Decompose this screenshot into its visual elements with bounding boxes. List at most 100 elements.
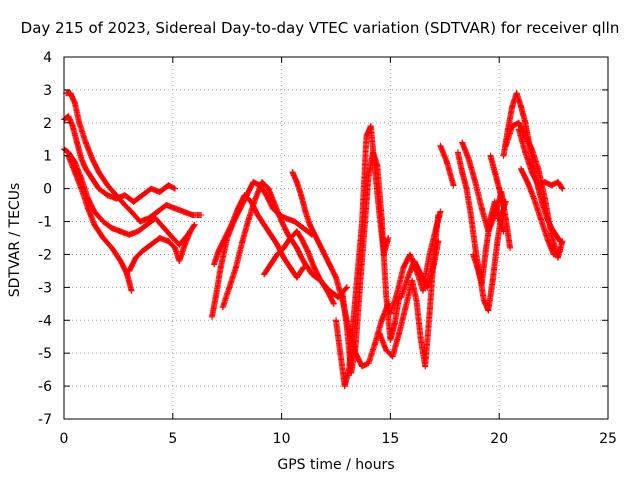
- series-track-14: [387, 208, 444, 317]
- data-point: [417, 337, 424, 344]
- data-point: [300, 258, 307, 265]
- data-point: [215, 248, 222, 255]
- data-point: [289, 169, 296, 176]
- data-point: [515, 126, 522, 133]
- data-point: [383, 290, 390, 297]
- data-point: [472, 244, 479, 251]
- data-point: [459, 169, 466, 176]
- data-point: [259, 179, 266, 186]
- data-point: [161, 225, 168, 232]
- data-point: [298, 192, 305, 199]
- data-point: [398, 294, 405, 301]
- data-point: [232, 264, 239, 271]
- data-point: [406, 251, 413, 258]
- data-point: [417, 271, 424, 278]
- data-point: [393, 290, 400, 297]
- data-point: [489, 277, 496, 284]
- data-point: [108, 244, 115, 251]
- data-point: [171, 205, 178, 212]
- data-point: [82, 139, 89, 146]
- data-point: [343, 323, 350, 330]
- data-point: [376, 330, 383, 337]
- data-point: [69, 123, 76, 130]
- data-point: [409, 277, 416, 284]
- data-point: [95, 169, 102, 176]
- data-point: [163, 202, 170, 209]
- data-point: [494, 241, 501, 248]
- data-point: [139, 248, 146, 255]
- data-point: [430, 261, 437, 268]
- data-point: [496, 215, 503, 222]
- data-point: [372, 340, 379, 347]
- data-point: [241, 192, 248, 199]
- data-point: [267, 261, 274, 268]
- data-point: [454, 149, 461, 156]
- data-point: [267, 231, 274, 238]
- data-point: [311, 264, 318, 271]
- data-point: [100, 235, 107, 241]
- data-point: [245, 215, 252, 222]
- data-point: [348, 369, 355, 376]
- data-point: [502, 215, 509, 222]
- y-tick-label: -3: [38, 280, 52, 296]
- data-point: [535, 182, 542, 189]
- data-point: [548, 231, 555, 238]
- data-point: [291, 218, 298, 225]
- plot-frame: [63, 56, 609, 420]
- data-point: [369, 149, 376, 156]
- data-point: [278, 218, 285, 225]
- y-tick-label: -5: [38, 346, 52, 362]
- data-point: [541, 179, 548, 186]
- data-point: [306, 221, 313, 228]
- data-point: [148, 185, 155, 192]
- data-point: [531, 195, 538, 202]
- data-point: [143, 221, 150, 228]
- data-point: [126, 231, 133, 238]
- series-track-2: [63, 90, 205, 225]
- data-point: [378, 317, 385, 324]
- data-point: [104, 192, 111, 199]
- data-point: [559, 238, 566, 245]
- data-point: [326, 261, 333, 268]
- y-tick-label: -1: [38, 215, 52, 231]
- data-point: [104, 182, 111, 189]
- series-track-12: [339, 149, 403, 376]
- data-point: [487, 152, 494, 159]
- data-point: [356, 284, 363, 291]
- data-point: [365, 360, 372, 367]
- data-point: [139, 192, 146, 199]
- data-point: [459, 139, 466, 146]
- data-point: [313, 235, 320, 241]
- data-point: [333, 317, 339, 324]
- data-point: [274, 251, 281, 258]
- series-track-5: [126, 228, 194, 274]
- data-point: [374, 162, 381, 169]
- data-point: [165, 182, 172, 189]
- data-point: [541, 195, 548, 202]
- data-point: [213, 290, 220, 297]
- data-point: [82, 165, 89, 172]
- data-point: [287, 235, 294, 241]
- y-tick-label: -7: [38, 412, 52, 428]
- data-point: [365, 172, 372, 179]
- data-point: [391, 320, 398, 327]
- series-track-24: [517, 165, 564, 258]
- data-point: [487, 215, 494, 222]
- data-point: [383, 346, 390, 353]
- data-point: [156, 188, 163, 195]
- data-point: [385, 235, 392, 241]
- data-point: [426, 310, 433, 317]
- data-point: [208, 313, 215, 320]
- data-point: [319, 248, 326, 255]
- data-point: [187, 228, 194, 235]
- data-point: [367, 123, 374, 130]
- series-track-9: [261, 228, 337, 307]
- data-point: [554, 254, 561, 261]
- chart-title: Day 215 of 2023, Sidereal Day-to-day VTE…: [20, 19, 620, 37]
- data-point: [467, 211, 474, 218]
- series-track-15: [398, 238, 442, 301]
- data-point: [293, 274, 300, 281]
- data-point: [548, 182, 555, 189]
- data-point: [387, 310, 394, 317]
